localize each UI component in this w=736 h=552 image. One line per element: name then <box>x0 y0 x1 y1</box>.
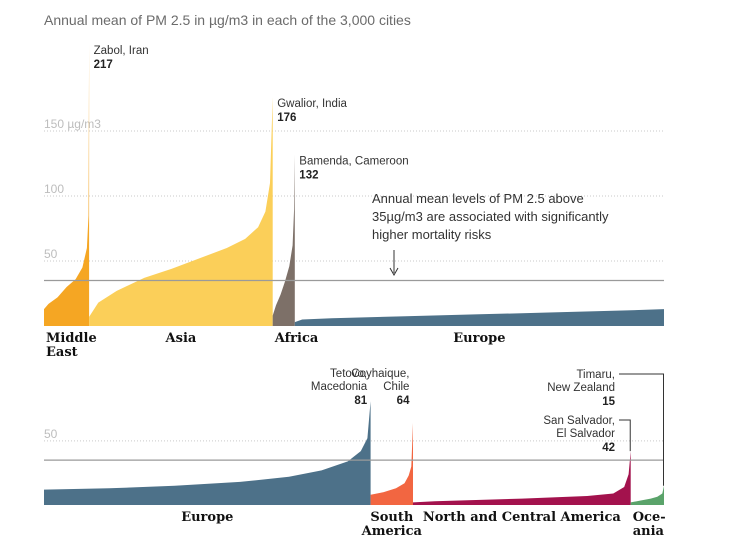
annotation-city-label: Coyhaique, <box>351 368 409 380</box>
region-label-oceania: Oce- <box>633 510 666 525</box>
region-label-africa: Africa <box>274 331 319 346</box>
region-label-south-america: South <box>370 510 414 525</box>
region-label-middle-east: Middle <box>46 331 97 346</box>
y-tick-label-50: 50 <box>44 247 58 261</box>
y-tick-label-50: 50 <box>44 427 58 441</box>
area-bottom-north-and-central-america <box>413 451 631 505</box>
area-top-middle-east <box>44 43 90 327</box>
annotation-city-label: Tetovo, <box>330 368 367 380</box>
annotation-city-label: New Zealand <box>547 382 615 394</box>
y-tick-label-100: 100 <box>44 182 64 196</box>
chart-title: Annual mean of PM 2.5 in µg/m3 in each o… <box>44 12 411 28</box>
annotation-value-label: 176 <box>277 112 296 124</box>
area-top-asia <box>89 97 273 326</box>
leader-line-north-central-america <box>619 419 631 452</box>
area-top-africa <box>272 154 295 326</box>
annotation-value-label: 132 <box>299 169 318 181</box>
annotation-value-label: 81 <box>354 395 367 407</box>
region-label-south-america: America <box>361 524 423 539</box>
region-label-europe: Europe <box>453 331 505 346</box>
annotation-city-label: Macedonia <box>311 381 368 393</box>
region-label-europe: Europe <box>181 510 233 525</box>
annotation-city-label: El Salvador <box>556 428 615 440</box>
annotation-city-label: San Salvador, <box>543 415 615 427</box>
region-label-north-and-central-america: North and Central America <box>423 510 622 525</box>
annotation-city-label: Bamenda, Cameroon <box>299 155 408 167</box>
note-arrow-head-icon <box>389 267 399 277</box>
mortality-note-line: Annual mean levels of PM 2.5 above <box>372 191 584 206</box>
mortality-note-line: 35µg/m3 are associated with significantl… <box>372 209 609 224</box>
annotation-value-label: 15 <box>602 396 615 408</box>
annotation-value-label: 64 <box>397 395 410 407</box>
area-bottom-oceania <box>630 485 664 505</box>
region-label-asia: Asia <box>165 331 197 346</box>
annotation-value-label: 42 <box>602 442 615 454</box>
annotation-city-label: Timaru, <box>576 369 615 381</box>
y-tick-label-150: 150 µg/m3 <box>44 117 101 131</box>
annotation-city-label: Zabol, Iran <box>94 45 149 57</box>
area-bottom-south-america <box>370 422 413 505</box>
leader-line-oceania <box>619 373 664 486</box>
mortality-note-line: higher mortality risks <box>372 227 492 242</box>
region-label-oceania: ania <box>633 524 665 539</box>
annotation-city-label: Gwalior, India <box>277 98 347 110</box>
area-top-europe <box>294 309 664 326</box>
annotation-city-label: Chile <box>383 381 409 393</box>
annotation-value-label: 217 <box>94 59 113 71</box>
region-label-middle-east: East <box>46 345 78 360</box>
area-bottom-europe <box>44 401 371 505</box>
